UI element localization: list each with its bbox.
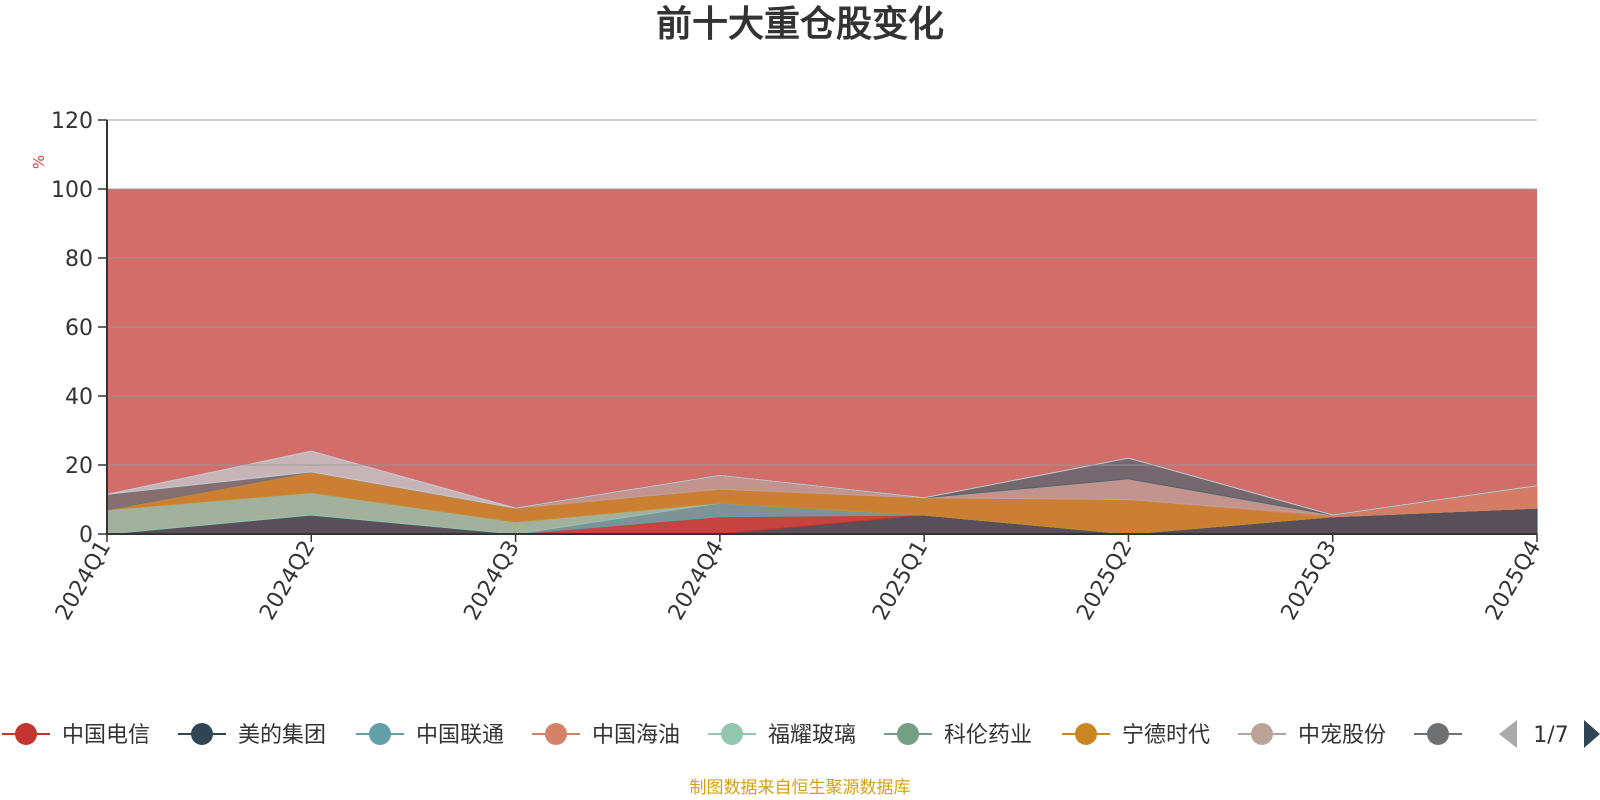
- legend-marker: [721, 723, 743, 745]
- x-tick-label: 2024Q4: [664, 537, 729, 625]
- legend-marker: [15, 723, 37, 745]
- x-tick-label: 2025Q4: [1481, 537, 1546, 625]
- legend-label: 福耀玻璃: [768, 723, 856, 748]
- y-tick-label: 120: [51, 109, 93, 134]
- legend-pager: 1/7: [1499, 720, 1600, 748]
- y-tick-label: 60: [65, 316, 93, 341]
- legend-next-icon[interactable]: [1584, 720, 1600, 748]
- source-note: 制图数据来自恒生聚源数据库: [690, 778, 911, 798]
- legend-label: 美的集团: [238, 723, 326, 748]
- plot-area: 0 20 40 60 80 100 120 2024Q1 2024Q2 2024Q3 2024Q4 2…: [51, 109, 1546, 625]
- y-tick-label: 0: [79, 523, 93, 548]
- legend-item[interactable]: [1414, 723, 1462, 745]
- y-tick-label: 40: [65, 385, 93, 410]
- legend-marker: [1427, 723, 1449, 745]
- x-tick-label: 2025Q2: [1072, 537, 1137, 625]
- x-tick-label: 2024Q1: [51, 537, 116, 625]
- legend-marker: [1251, 723, 1273, 745]
- legend[interactable]: 中国电信 美的集团 中国联通 中国海油 福耀玻璃 科伦药业 宁德时代 中宠股份: [2, 723, 1462, 748]
- legend-label: 科伦药业: [944, 723, 1032, 748]
- y-tick-label: 20: [65, 454, 93, 479]
- legend-label: 中宠股份: [1298, 723, 1386, 748]
- legend-marker: [191, 723, 213, 745]
- legend-item[interactable]: 中国海油: [532, 723, 680, 748]
- legend-prev-icon[interactable]: [1499, 720, 1517, 748]
- legend-item[interactable]: 中国电信: [2, 723, 150, 748]
- chart-title: 前十大重仓股变化: [656, 3, 944, 45]
- legend-marker: [369, 723, 391, 745]
- legend-label: 宁德时代: [1122, 723, 1210, 748]
- legend-item[interactable]: 美的集团: [178, 723, 326, 748]
- y-axis-unit: %: [30, 155, 48, 169]
- legend-marker: [545, 723, 567, 745]
- legend-page-text: 1/7: [1533, 723, 1568, 748]
- legend-item[interactable]: 科伦药业: [884, 723, 1032, 748]
- legend-item[interactable]: 福耀玻璃: [708, 723, 856, 748]
- legend-label: 中国海油: [592, 723, 680, 748]
- legend-marker: [897, 723, 919, 745]
- legend-item[interactable]: 宁德时代: [1062, 723, 1210, 748]
- legend-item[interactable]: 中宠股份: [1238, 723, 1386, 748]
- x-tick-label: 2025Q3: [1277, 537, 1342, 625]
- y-tick-label: 100: [51, 178, 93, 203]
- y-tick-label: 80: [65, 247, 93, 272]
- x-tick-label: 2024Q2: [255, 537, 320, 625]
- x-tick-label: 2025Q1: [868, 537, 933, 625]
- x-tick-label: 2024Q3: [459, 537, 524, 625]
- series-area-9: [106, 450, 1538, 516]
- legend-item[interactable]: 中国联通: [356, 723, 504, 748]
- legend-marker: [1075, 723, 1097, 745]
- legend-label: 中国电信: [62, 723, 150, 748]
- legend-label: 中国联通: [416, 723, 504, 748]
